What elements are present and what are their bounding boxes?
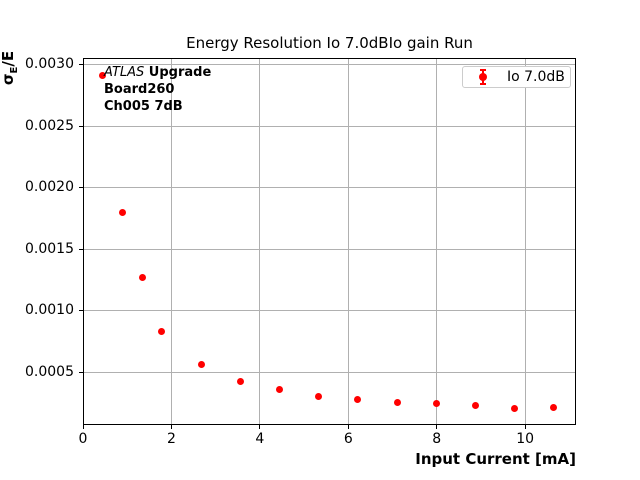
data-point	[98, 72, 106, 80]
x-axis-label: Input Current [mA]	[415, 450, 576, 468]
x-gridline	[170, 58, 172, 425]
y-tick-mark	[79, 248, 83, 250]
y-tick-mark	[79, 64, 83, 66]
x-tick-mark	[82, 425, 84, 429]
x-gridline	[436, 58, 438, 425]
annotation-atlas: ATLAS	[104, 65, 145, 80]
annotation-line-2: Board260	[104, 82, 175, 97]
annotation-line-1: ATLAS Upgrade	[104, 64, 211, 81]
y-gridline	[83, 125, 576, 127]
x-tick-label: 6	[343, 431, 353, 447]
errorbar-cap-top	[480, 69, 486, 71]
x-tick-label: 4	[255, 431, 265, 447]
y-gridline	[83, 371, 576, 373]
x-gridline	[347, 58, 349, 425]
data-point	[315, 393, 323, 401]
y-tick-label: 0.0010	[25, 302, 74, 319]
errorbar-dot	[479, 73, 487, 81]
data-point	[197, 361, 205, 369]
y-gridline	[83, 310, 576, 312]
x-tick-label: 10	[516, 431, 535, 447]
ylabel-sigma: σ	[0, 73, 17, 86]
data-point	[354, 395, 362, 403]
y-tick-label: 0.0005	[25, 363, 74, 380]
y-tick-label: 0.0030	[25, 56, 74, 73]
y-gridline	[83, 187, 576, 189]
y-tick-mark	[79, 125, 83, 127]
x-tick-label: 2	[166, 431, 176, 447]
atlas-annotation: ATLAS Upgrade Board260 Ch005 7dB	[104, 64, 211, 115]
data-point	[433, 400, 441, 408]
chart-title: Energy Resolution Io 7.0dBIo gain Run	[186, 34, 473, 52]
y-tick-label: 0.0025	[25, 117, 74, 134]
data-point	[138, 273, 146, 281]
x-gridline	[524, 58, 526, 425]
y-tick-label: 0.0020	[25, 179, 74, 196]
y-gridline	[83, 248, 576, 250]
legend-entry-label: Io 7.0dB	[507, 68, 565, 85]
errorbar-cap-bottom	[480, 83, 486, 85]
y-tick-label: 0.0015	[25, 240, 74, 257]
x-tick-mark	[436, 425, 438, 429]
annotation-line-3: Ch005 7dB	[104, 99, 183, 114]
y-tick-mark	[79, 371, 83, 373]
data-point	[236, 378, 244, 386]
x-tick-mark	[259, 425, 261, 429]
legend: Io 7.0dB	[462, 66, 571, 88]
y-tick-mark	[79, 310, 83, 312]
data-point	[276, 385, 284, 393]
data-point	[118, 208, 126, 216]
x-tick-mark	[170, 425, 172, 429]
y-tick-mark	[79, 187, 83, 189]
errorbar-marker-icon	[476, 68, 490, 86]
x-tick-mark	[524, 425, 526, 429]
y-gridline	[83, 64, 576, 66]
data-point	[511, 405, 519, 413]
data-point	[472, 402, 480, 410]
x-tick-label: 0	[78, 431, 88, 447]
x-tick-label: 8	[432, 431, 442, 447]
x-gridline	[259, 58, 261, 425]
x-tick-mark	[347, 425, 349, 429]
data-point	[549, 404, 557, 412]
annotation-upgrade: Upgrade	[144, 65, 212, 80]
data-point	[158, 328, 166, 336]
data-point	[393, 398, 401, 406]
